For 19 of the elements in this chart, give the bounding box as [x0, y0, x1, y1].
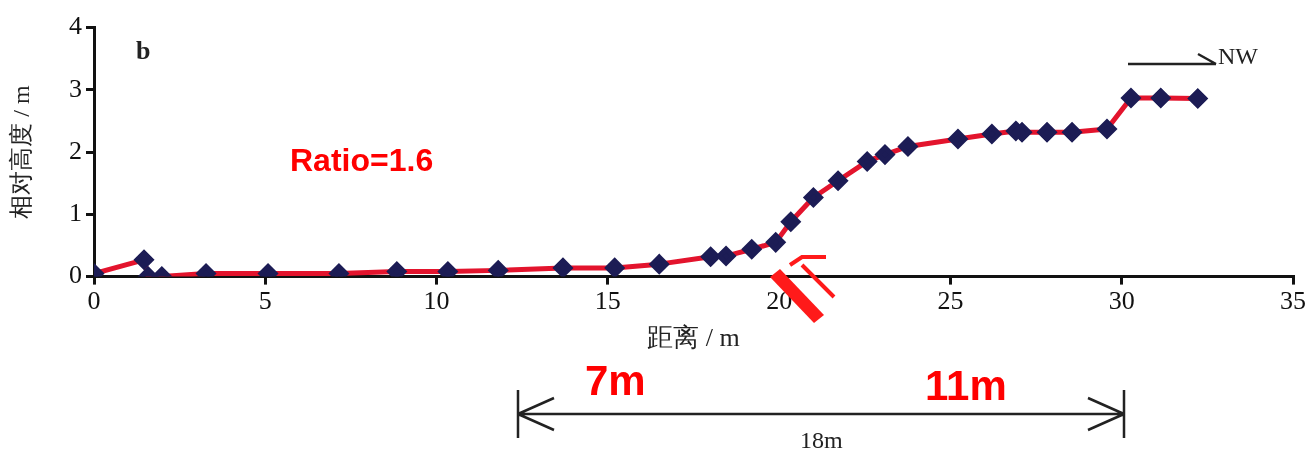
x-tick-label: 15 [594, 286, 621, 316]
x-tick-label: 10 [423, 286, 450, 316]
text: 11m [925, 362, 1007, 409]
y-tick-label: 4 [69, 11, 82, 41]
y-tick-label: 2 [69, 135, 82, 165]
text: 7m [585, 357, 646, 404]
y-tick-label: 0 [69, 260, 82, 290]
x-tick-label: 35 [1280, 286, 1306, 316]
annotation: Ratio=1.6 [290, 142, 434, 178]
y-tick-label: 3 [69, 73, 82, 103]
x-axis-title: 距离 / m [647, 323, 740, 353]
annotation: b [136, 36, 151, 65]
x-tick-label: 30 [1108, 286, 1135, 316]
text: 18m [800, 427, 843, 453]
y-axis-title: 相对高度 / m [7, 85, 34, 219]
annotation: NW [1218, 43, 1258, 69]
x-tick-label: 5 [258, 286, 272, 316]
y-tick-label: 1 [69, 198, 82, 228]
x-tick-label: 25 [937, 286, 964, 316]
